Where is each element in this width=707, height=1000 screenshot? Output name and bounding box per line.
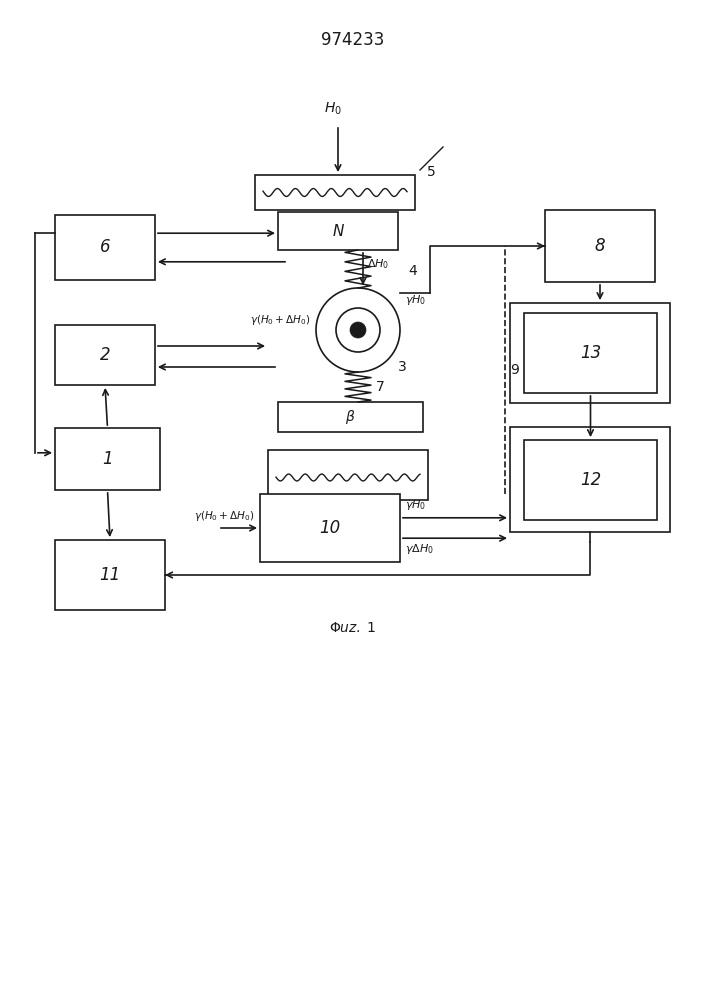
Bar xyxy=(510,303,670,403)
Text: 12: 12 xyxy=(580,471,601,489)
Text: $\gamma H_0$: $\gamma H_0$ xyxy=(405,498,426,512)
Text: $\gamma(H_0+\Delta H_0)$: $\gamma(H_0+\Delta H_0)$ xyxy=(194,509,255,523)
Text: $\Phi u z.\;1$: $\Phi u z.\;1$ xyxy=(329,621,377,635)
Bar xyxy=(255,175,415,210)
Text: $\gamma H_0$: $\gamma H_0$ xyxy=(405,293,426,307)
Bar xyxy=(510,427,670,532)
Bar xyxy=(278,402,423,432)
Bar xyxy=(524,313,657,393)
Text: 3: 3 xyxy=(398,360,407,374)
Text: $\gamma(H_0+\Delta H_0)$: $\gamma(H_0+\Delta H_0)$ xyxy=(250,313,311,327)
Circle shape xyxy=(350,322,366,338)
Text: 11: 11 xyxy=(100,566,121,584)
Text: 13: 13 xyxy=(580,344,601,362)
Text: 9: 9 xyxy=(510,363,519,377)
Text: $H_0$: $H_0$ xyxy=(324,101,342,117)
Bar xyxy=(545,210,655,282)
Text: 4: 4 xyxy=(408,264,416,278)
Text: 2: 2 xyxy=(100,346,110,364)
Text: 1: 1 xyxy=(103,450,113,468)
Bar xyxy=(268,450,428,500)
Bar xyxy=(55,325,155,385)
Text: 8: 8 xyxy=(595,237,605,255)
Text: 6: 6 xyxy=(100,238,110,256)
Bar xyxy=(55,540,165,610)
Text: 5: 5 xyxy=(427,165,436,179)
Text: N: N xyxy=(332,224,344,238)
Text: $\Delta H_0$: $\Delta H_0$ xyxy=(367,257,390,271)
Text: $\beta$: $\beta$ xyxy=(345,408,356,426)
Bar xyxy=(55,428,160,490)
Bar xyxy=(524,440,657,520)
Text: 10: 10 xyxy=(320,519,341,537)
Bar xyxy=(278,212,398,250)
Text: 7: 7 xyxy=(376,380,385,394)
Text: $\gamma \Delta H_0$: $\gamma \Delta H_0$ xyxy=(405,542,434,556)
Text: 974233: 974233 xyxy=(321,31,385,49)
Bar xyxy=(55,215,155,280)
Bar xyxy=(260,494,400,562)
